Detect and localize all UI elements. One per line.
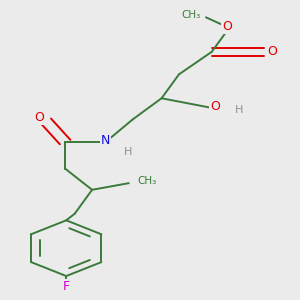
Text: F: F: [63, 280, 70, 292]
Text: O: O: [210, 100, 220, 113]
Text: O: O: [267, 44, 277, 58]
Text: O: O: [34, 111, 44, 124]
Text: O: O: [222, 20, 232, 33]
Text: CH₃: CH₃: [181, 10, 200, 20]
Text: N: N: [101, 134, 110, 147]
Text: H: H: [124, 147, 132, 157]
Text: H: H: [235, 105, 243, 115]
Text: CH₃: CH₃: [137, 176, 156, 185]
